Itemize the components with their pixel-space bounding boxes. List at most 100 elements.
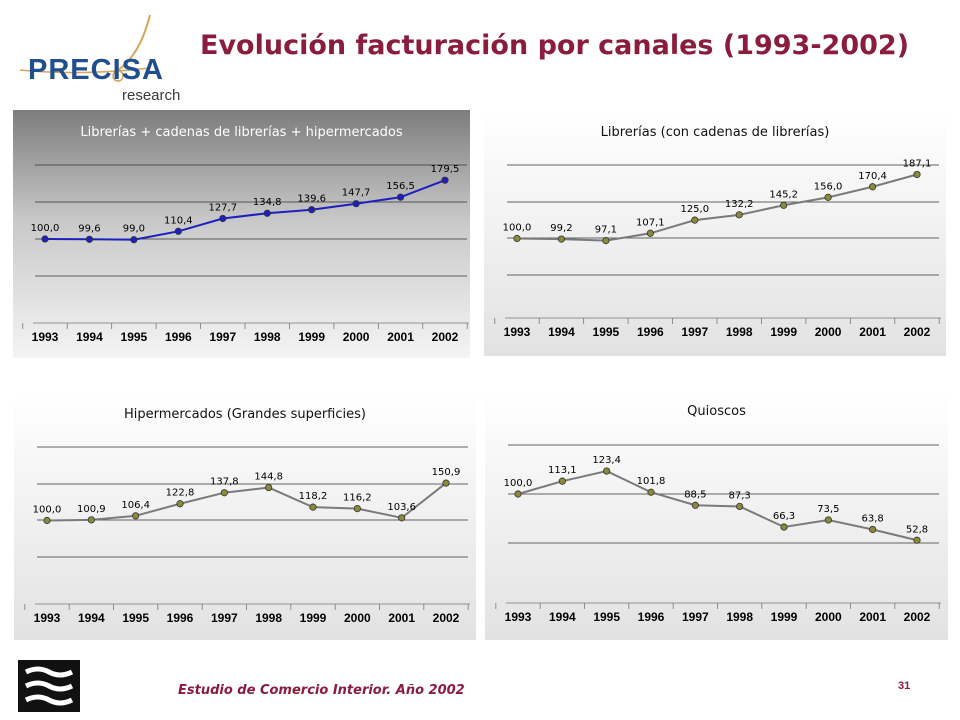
chart-2-svg: Librerías (con cadenas de librerías) 100,… (484, 110, 946, 356)
data-label: 170,4 (858, 171, 887, 182)
chart-panel-1: Librerías + cadenas de librerías + hiper… (13, 110, 470, 358)
precisa-logo: PRECISA research (0, 10, 200, 104)
data-point (132, 512, 140, 520)
data-label: 123,4 (592, 455, 621, 466)
x-tick-label: 1995 (593, 610, 620, 624)
data-label: 106,4 (121, 500, 150, 511)
x-tick-label: 1994 (78, 611, 105, 625)
data-point (647, 488, 655, 496)
data-point (824, 516, 832, 524)
x-tick-label: 1997 (209, 330, 236, 344)
data-point (43, 516, 51, 525)
data-point (265, 483, 273, 492)
x-tick-label: 1999 (298, 330, 325, 344)
x-tick-label: 1999 (770, 325, 797, 339)
data-label: 99,6 (78, 223, 100, 234)
chart-background (484, 110, 946, 356)
data-label: 156,0 (814, 181, 843, 192)
data-label: 88,5 (684, 489, 706, 500)
data-label: 125,0 (680, 204, 709, 215)
data-point (513, 234, 521, 243)
series-line (46, 482, 447, 522)
data-label: 99,0 (123, 224, 145, 235)
data-point (176, 500, 184, 508)
data-label: 134,8 (253, 197, 282, 208)
data-point (219, 214, 227, 223)
x-tick-label: 2002 (432, 330, 459, 344)
data-label: 100,9 (77, 504, 106, 515)
data-label: 63,8 (862, 513, 884, 524)
data-label: 145,2 (769, 189, 798, 200)
data-label: 116,2 (343, 493, 372, 504)
data-label: 139,6 (297, 194, 326, 205)
data-point (557, 235, 566, 243)
data-label: 150,9 (432, 467, 461, 478)
data-point (514, 490, 522, 498)
x-tick-label: 1997 (681, 325, 708, 339)
data-point (309, 503, 317, 511)
data-point (308, 206, 316, 214)
x-tick-label: 1995 (593, 325, 620, 339)
data-label: 156,5 (386, 181, 415, 192)
data-label: 73,5 (817, 504, 839, 515)
logo-swoosh-icon (19, 14, 151, 82)
data-point (263, 209, 271, 217)
x-tick-label: 1993 (505, 610, 532, 624)
x-tick-label: 1993 (504, 325, 531, 339)
data-label: 52,8 (906, 524, 928, 535)
data-label: 147,7 (342, 188, 371, 199)
chart-title: Hipermercados (Grandes superficies) (124, 407, 366, 422)
data-point (396, 193, 405, 201)
data-point (558, 477, 566, 485)
series-line (517, 470, 918, 542)
x-tick-label: 1996 (167, 611, 194, 625)
chart-title: Librerías (con cadenas de librerías) (601, 125, 830, 140)
data-point (735, 211, 743, 219)
data-label: 100,0 (503, 223, 532, 234)
page-title: Evolución facturación por canales (1993-… (200, 30, 910, 61)
x-tick-label: 1995 (121, 330, 148, 344)
chart-panel-4: Quioscos 100,0 1993 113,1 1994 123,4 1995 101,8… (485, 392, 948, 640)
x-tick-label: 1994 (548, 325, 575, 339)
x-tick-label: 2000 (344, 611, 371, 625)
x-tick-label: 2001 (859, 610, 886, 624)
chart-title: Librerías + cadenas de librerías + hiper… (80, 125, 403, 140)
data-label: 100,0 (504, 478, 533, 489)
logo-subtext: research (122, 87, 181, 104)
x-tick-label: 1998 (255, 611, 282, 625)
data-label: 118,2 (299, 491, 328, 502)
data-point (41, 235, 49, 243)
data-point (130, 236, 138, 244)
data-label: 127,7 (208, 203, 237, 214)
x-tick-label: 1994 (76, 330, 103, 344)
data-point (736, 502, 744, 511)
data-point (869, 525, 877, 534)
data-label: 87,3 (729, 490, 751, 501)
x-tick-label: 2000 (815, 610, 842, 624)
x-tick-label: 1998 (726, 325, 753, 339)
data-point (913, 536, 921, 544)
data-point (691, 216, 699, 224)
x-tick-label: 1995 (122, 611, 149, 625)
footer-text: Estudio de Comercio Interior. Año 2002 (178, 683, 465, 698)
series-line (44, 179, 446, 241)
chart-panel-2: Librerías (con cadenas de librerías) 100,… (484, 110, 946, 356)
x-tick-label: 1999 (300, 611, 327, 625)
x-tick-label: 1993 (32, 330, 59, 344)
data-point (913, 170, 921, 179)
data-label: 100,0 (33, 505, 62, 516)
data-label: 132,2 (725, 199, 754, 210)
data-label: 66,3 (773, 511, 795, 522)
data-point (780, 201, 788, 209)
data-point (87, 516, 95, 524)
data-label: 100,0 (31, 223, 60, 234)
data-point (352, 200, 360, 208)
data-label: 103,6 (387, 502, 416, 513)
x-tick-label: 1996 (165, 330, 192, 344)
x-tick-label: 2002 (904, 610, 931, 624)
data-point (353, 504, 361, 513)
page-number: 31 (898, 680, 911, 692)
data-point (398, 514, 406, 522)
x-tick-label: 2000 (343, 330, 370, 344)
data-point (824, 193, 832, 201)
